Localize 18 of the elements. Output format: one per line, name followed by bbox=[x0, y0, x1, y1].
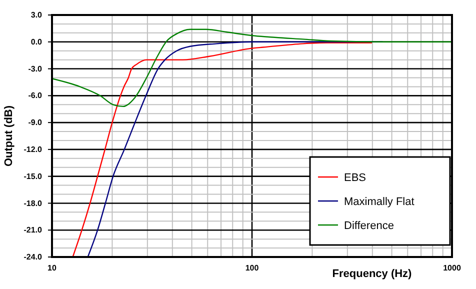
y-tick-label: -21.0 bbox=[24, 226, 43, 235]
legend-label: EBS bbox=[344, 172, 366, 184]
y-tick-label: 3.0 bbox=[30, 10, 43, 20]
y-tick-label: -9.0 bbox=[28, 118, 43, 128]
y-axis-title: Output (dB) bbox=[3, 105, 15, 167]
y-tick-label: 0.0 bbox=[30, 37, 43, 46]
x-tick-label: 100 bbox=[245, 264, 260, 273]
y-tick-label: -24.0 bbox=[24, 252, 43, 262]
y-tick-label: -6.0 bbox=[28, 91, 43, 100]
legend-label: Maximally Flat bbox=[344, 196, 414, 208]
x-tick-label: 10 bbox=[48, 264, 57, 273]
legend-label: Difference bbox=[344, 220, 394, 232]
y-tick-label: -15.0 bbox=[24, 172, 43, 181]
y-tick-label: -18.0 bbox=[24, 198, 43, 208]
x-axis-title: Frequency (Hz) bbox=[332, 268, 412, 280]
y-tick-label: -12.0 bbox=[24, 145, 43, 154]
x-tick-label: 1000 bbox=[443, 264, 462, 273]
y-tick-label: -3.0 bbox=[28, 64, 43, 74]
